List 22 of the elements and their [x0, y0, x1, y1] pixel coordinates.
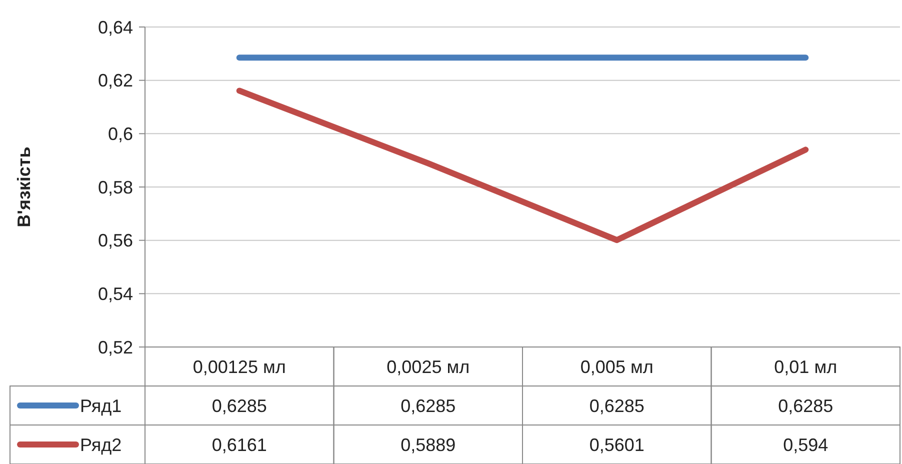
y-axis-title: В'язкість [14, 146, 34, 228]
data-label: 0,6285 [778, 396, 834, 416]
x-tick-label: 0,0025 мл [386, 356, 470, 377]
data-label: 0,5601 [589, 434, 644, 455]
data-label: 0,6285 [400, 396, 456, 416]
data-label: 0,6161 [212, 434, 267, 455]
y-tick-label: 0,54 [98, 284, 133, 304]
y-tick-label: 0,52 [98, 337, 133, 358]
data-label: 0,6285 [212, 396, 267, 416]
legend-label: Ряд1 [80, 396, 122, 416]
y-tick-label: 0,62 [98, 70, 133, 91]
data-label: 0,6285 [589, 396, 644, 416]
data-label: 0,5889 [400, 434, 456, 455]
x-tick-label: 0,00125 мл [192, 356, 286, 377]
y-tick-label: 0,64 [98, 17, 133, 38]
x-tick-label: 0,01 мл [774, 356, 838, 377]
y-tick-label: 0,56 [98, 230, 133, 251]
legend-label: Ряд2 [80, 434, 122, 455]
x-tick-label: 0,005 мл [580, 356, 654, 377]
y-tick-label: 0,6 [108, 124, 133, 144]
data-label: 0,594 [783, 434, 828, 455]
y-tick-label: 0,58 [98, 177, 133, 198]
